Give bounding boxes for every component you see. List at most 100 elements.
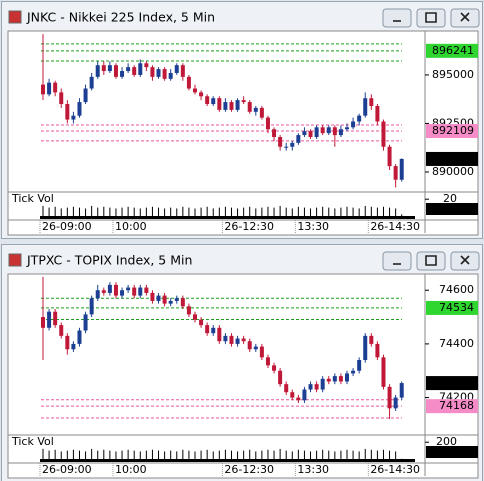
title-icon [8, 10, 22, 24]
maximize-button[interactable] [416, 8, 446, 28]
candle-body [296, 135, 301, 143]
candle-body [345, 127, 349, 130]
candle-body [314, 384, 319, 390]
candle-body [278, 370, 283, 385]
candle-body [174, 298, 179, 301]
candle-body [363, 98, 368, 116]
candle-body [186, 76, 191, 89]
candle-body [253, 107, 258, 112]
candle-body [89, 76, 94, 89]
candle-body [101, 290, 106, 293]
candle-body [357, 360, 362, 371]
candle-body [120, 290, 125, 296]
candle-body [101, 65, 106, 72]
minimize-button[interactable] [382, 251, 412, 271]
last-volume-box [426, 446, 478, 458]
last-price-box-label: 890670 [432, 152, 474, 165]
candle-body [272, 129, 277, 138]
candle-body [259, 346, 264, 358]
candle-body [320, 378, 325, 390]
y-tick-label: 74400 [439, 337, 474, 350]
candle-body [107, 65, 112, 72]
x-tick-label: 10:00 [115, 463, 147, 476]
candle-body [369, 98, 374, 106]
candle-body [387, 146, 392, 167]
candle-body [217, 98, 222, 110]
minimize-button[interactable] [382, 8, 412, 28]
maximize-button[interactable] [416, 251, 446, 271]
candle-body [399, 383, 404, 398]
candle-body [217, 327, 222, 342]
candle-body [369, 335, 374, 344]
candle-body [107, 284, 112, 293]
candle-body [47, 82, 52, 95]
candle-body [126, 287, 131, 291]
candle-body [65, 335, 70, 350]
candle-body [235, 338, 240, 344]
candle-body [357, 115, 362, 122]
candle-body [308, 131, 313, 138]
y-tick-label: 895000 [432, 68, 474, 81]
candle-body [162, 69, 167, 79]
candle-body [65, 104, 70, 120]
candle-body [150, 292, 155, 301]
candle-body [332, 376, 337, 382]
candle-body [387, 386, 392, 409]
candle-body [375, 343, 380, 358]
close-icon [460, 255, 470, 265]
candle-body [351, 370, 356, 374]
volume-strip [40, 459, 415, 462]
candle-body [393, 397, 398, 409]
plot-area [7, 273, 479, 479]
candle-body [41, 317, 45, 328]
level-box [426, 300, 478, 315]
maximize-icon [425, 12, 437, 23]
y-tick-label: 890000 [432, 165, 474, 178]
candle-body [199, 319, 204, 326]
candle-body [168, 300, 173, 304]
candle-body [284, 384, 289, 393]
candle-body [83, 314, 88, 331]
candle-body [95, 290, 100, 299]
window-title: JNKC - Nikkei 225 Index, 5 Min [26, 10, 215, 25]
candle-body [278, 137, 283, 147]
candle-body [77, 330, 82, 344]
last-price-box [426, 376, 478, 391]
y-tick-label: 74600 [439, 283, 474, 296]
candle-body [138, 287, 143, 296]
candle-body [259, 107, 264, 118]
candle-body [180, 298, 185, 307]
volume-title: Tick Vol [11, 192, 54, 205]
candle-body [132, 287, 137, 296]
x-tick-label: 26-09:00 [42, 220, 92, 233]
candle-body [290, 142, 295, 147]
x-tick-label: 26-12:30 [224, 220, 274, 233]
candle-body [83, 88, 88, 103]
y-tick-label: 20 [443, 192, 457, 205]
level-box [426, 43, 478, 58]
candle-body [265, 117, 270, 130]
candle-body [223, 335, 228, 342]
x-tick-label: 26-12:30 [224, 463, 274, 476]
candle-body [326, 378, 331, 382]
candle-body [247, 341, 252, 350]
candle-body [59, 92, 64, 105]
candle-body [265, 357, 270, 366]
candle-body [302, 131, 307, 136]
candle-body [41, 84, 45, 95]
candle-body [113, 65, 118, 77]
candle-body [320, 127, 325, 134]
candle-body [144, 63, 149, 68]
candle-body [205, 325, 210, 334]
candle-body [338, 129, 343, 136]
level-box-label: 896241 [432, 44, 474, 57]
close-icon [460, 12, 470, 22]
candle-body [168, 72, 173, 79]
candle-body [205, 96, 210, 105]
candle-body [345, 373, 349, 382]
last-volume-label: 2 [450, 202, 457, 215]
candle-body [53, 82, 58, 93]
last-price-box [426, 151, 478, 166]
